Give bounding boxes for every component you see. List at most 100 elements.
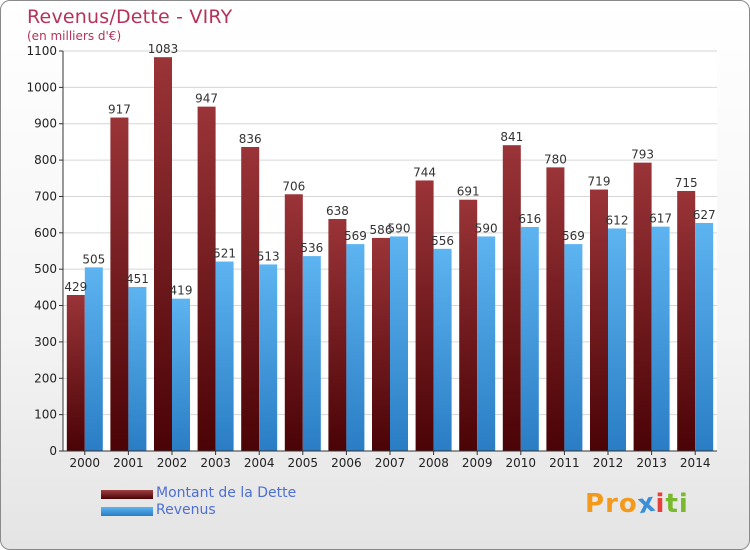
- bar-revenus: [346, 244, 365, 451]
- bar-dette: [459, 199, 478, 451]
- x-tick-label: 2008: [418, 456, 449, 470]
- bar-dette: [415, 180, 434, 452]
- x-tick-label: 2014: [680, 456, 711, 470]
- logo-letter: i: [678, 489, 689, 519]
- bar-dette: [546, 167, 565, 451]
- data-label-dette: 706: [282, 179, 305, 193]
- data-label-revenus: 627: [693, 208, 716, 222]
- bar-dette: [66, 295, 85, 451]
- data-label-revenus: 451: [126, 272, 149, 286]
- data-label-dette: 1083: [148, 42, 179, 56]
- data-label-revenus: 616: [518, 212, 541, 226]
- bar-revenus: [608, 228, 626, 451]
- bar-dette: [197, 106, 216, 452]
- bar-revenus: [259, 264, 278, 451]
- bar-revenus: [172, 298, 190, 451]
- data-label-revenus: 521: [213, 247, 236, 261]
- bar-revenus: [695, 223, 714, 451]
- logo-letter: t: [665, 489, 679, 519]
- bar-revenus: [564, 244, 583, 451]
- x-tick-label: 2003: [200, 456, 231, 470]
- y-tick-label: 1000: [26, 80, 57, 94]
- bar-dette: [241, 147, 260, 451]
- logo-letter: i: [655, 489, 666, 519]
- data-label-dette: 780: [544, 152, 567, 166]
- legend-swatch-dette: [101, 490, 153, 499]
- data-label-dette: 715: [675, 176, 698, 190]
- y-tick-label: 1100: [26, 44, 57, 58]
- data-label-dette: 793: [631, 148, 654, 162]
- bar-revenus: [84, 267, 103, 451]
- x-tick-label: 2011: [549, 456, 580, 470]
- bar-dette: [110, 117, 129, 451]
- bar-revenus: [128, 287, 147, 451]
- y-tick-label: 300: [34, 335, 57, 349]
- y-tick-label: 500: [34, 262, 57, 276]
- data-label-revenus: 419: [170, 284, 193, 298]
- data-label-dette: 586: [370, 223, 393, 237]
- data-label-dette: 947: [195, 92, 218, 106]
- bar-revenus: [390, 236, 408, 451]
- data-label-revenus: 612: [606, 213, 629, 227]
- data-label-dette: 836: [239, 132, 262, 146]
- x-tick-label: 2002: [157, 456, 188, 470]
- logo-letter: o: [618, 489, 638, 519]
- data-label-dette: 429: [64, 280, 87, 294]
- y-tick-label: 200: [34, 371, 57, 385]
- data-label-dette: 691: [457, 185, 480, 199]
- data-label-dette: 719: [588, 175, 611, 189]
- x-tick-label: 2005: [288, 456, 319, 470]
- y-tick-label: 800: [34, 153, 57, 167]
- logo-letter: P: [585, 489, 606, 519]
- legend-label-dette: Montant de la Dette: [156, 485, 297, 501]
- legend-label-revenus: Revenus: [156, 502, 216, 518]
- x-tick-label: 2006: [331, 456, 362, 470]
- y-tick-label: 0: [49, 444, 57, 458]
- y-tick-label: 600: [34, 226, 57, 240]
- bar-dette: [154, 57, 172, 451]
- y-tick-label: 900: [34, 117, 57, 131]
- data-label-revenus: 556: [431, 234, 454, 248]
- chart-title: Revenus/Dette - VIRY: [27, 6, 233, 28]
- chart-subtitle: (en milliers d'€): [27, 29, 122, 43]
- bar-dette: [372, 237, 390, 451]
- bar-dette: [328, 219, 347, 451]
- data-label-revenus: 569: [562, 229, 585, 243]
- bar-revenus: [520, 227, 539, 451]
- bar-revenus: [302, 256, 321, 451]
- x-tick-label: 2000: [70, 456, 101, 470]
- bar-dette: [502, 145, 521, 451]
- data-label-dette: 638: [326, 204, 349, 218]
- x-tick-label: 2012: [593, 456, 624, 470]
- logo-letter: r: [605, 489, 619, 519]
- bar-dette: [590, 189, 608, 451]
- data-label-dette: 744: [413, 165, 436, 179]
- y-tick-label: 100: [34, 408, 57, 422]
- data-label-dette: 917: [108, 103, 131, 117]
- data-label-revenus: 513: [257, 249, 280, 263]
- x-tick-label: 2010: [506, 456, 537, 470]
- data-label-revenus: 536: [300, 241, 323, 255]
- data-label-revenus: 590: [475, 221, 498, 235]
- y-tick-label: 700: [34, 189, 57, 203]
- bar-dette: [677, 191, 696, 451]
- x-tick-label: 2004: [244, 456, 275, 470]
- x-tick-label: 2001: [113, 456, 144, 470]
- bar-dette: [284, 194, 303, 452]
- y-tick-label: 400: [34, 299, 57, 313]
- x-tick-label: 2009: [462, 456, 493, 470]
- bar-revenus: [651, 226, 670, 451]
- bar-revenus: [477, 236, 496, 451]
- data-label-revenus: 617: [649, 212, 672, 226]
- legend-swatch-revenus: [101, 507, 153, 516]
- data-label-revenus: 590: [388, 221, 411, 235]
- x-tick-label: 2013: [636, 456, 667, 470]
- bar-revenus: [215, 261, 234, 451]
- data-label-revenus: 505: [82, 252, 105, 266]
- data-label-dette: 841: [500, 130, 523, 144]
- data-label-revenus: 569: [344, 229, 367, 243]
- bar-dette: [633, 162, 652, 452]
- bar-revenus: [433, 248, 452, 451]
